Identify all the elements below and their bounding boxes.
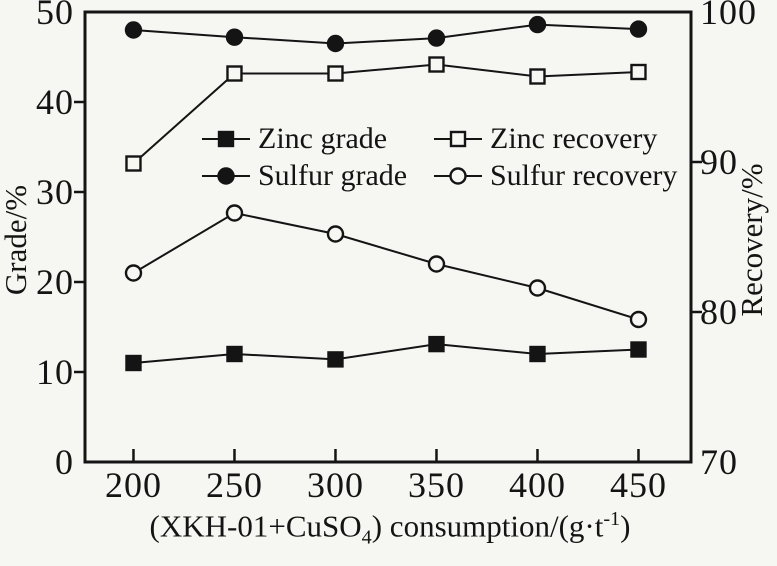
sulfur-recovery-line xyxy=(132,211,639,321)
zinc-recovery-point-marker xyxy=(529,68,546,85)
zinc-recovery-point-marker xyxy=(428,56,445,73)
right-tick-label: 80 xyxy=(700,292,738,332)
left-tick-label: 10 xyxy=(36,352,74,392)
sulfur-grade-legend-marker-icon xyxy=(202,166,250,185)
legend: Zinc grade Zinc recovery Sulfur grade Sulfu… xyxy=(202,120,677,194)
legend-item-zinc-recovery: Zinc recovery xyxy=(434,120,677,157)
sulfur-grade-line xyxy=(133,23,639,45)
legend-label: Sulfur grade xyxy=(258,159,408,192)
sulfur-grade-point-marker xyxy=(427,29,446,47)
zinc-grade-legend-marker xyxy=(217,130,235,147)
x-tick-label: 300 xyxy=(307,465,364,505)
zinc-grade-point-marker xyxy=(630,341,647,358)
sulfur-recovery-point-marker xyxy=(629,310,648,329)
x-tick-label: 450 xyxy=(610,465,667,505)
zinc-grade-line xyxy=(133,343,639,364)
zinc-recovery-legend-marker-icon xyxy=(434,130,482,147)
x-axis-title: (XKH-01+CuSO4) consumption/(g·t-1) xyxy=(0,508,777,550)
right-tick-label: 100 xyxy=(700,0,757,32)
sulfur-recovery-point-marker xyxy=(124,264,143,282)
legend-item-sulfur-grade: Sulfur grade xyxy=(202,157,434,194)
zinc-grade-point-marker xyxy=(226,345,243,363)
sulfur-grade-legend-marker xyxy=(217,166,235,185)
zinc-recovery-markers xyxy=(125,56,647,172)
zinc-grade-markers xyxy=(125,335,647,372)
legend-item-sulfur-recovery: Sulfur recovery xyxy=(434,157,677,194)
zinc-recovery-point-marker xyxy=(125,155,142,172)
right-axis-title-text: Recovery/% xyxy=(734,163,769,317)
left-tick-label: 20 xyxy=(36,262,74,302)
zinc-grade-point-marker xyxy=(428,335,445,353)
sulfur-recovery-markers xyxy=(124,204,648,329)
left-tick-label: 30 xyxy=(36,172,74,212)
x-tick-label: 400 xyxy=(509,465,566,505)
x-tick-label: 200 xyxy=(105,465,162,505)
x-axis-title-subscript: 4 xyxy=(361,526,372,549)
left-axis-title-text: Grade/% xyxy=(0,184,33,296)
zinc-grade-point-marker xyxy=(327,351,344,368)
zinc-recovery-point-marker xyxy=(630,63,647,81)
x-axis-title-superscript: -1 xyxy=(603,508,621,530)
left-tick-label: 0 xyxy=(55,442,74,482)
left-axis-title: Grade/% xyxy=(0,120,34,360)
plot-frame xyxy=(83,10,693,464)
sulfur-recovery-legend-marker-icon xyxy=(434,166,482,185)
sulfur-grade-point-marker xyxy=(528,15,547,34)
legend-label: Zinc grade xyxy=(258,122,388,155)
legend-item-zinc-grade: Zinc grade xyxy=(202,120,434,157)
legend-label: Zinc recovery xyxy=(490,122,658,155)
left-tick-label: 50 xyxy=(36,0,74,32)
zinc-recovery-point-marker xyxy=(226,65,243,82)
x-tick-label: 350 xyxy=(408,465,465,505)
sulfur-grade-point-marker xyxy=(629,20,648,38)
x-axis-title-mid: ) consumption/(g·t xyxy=(371,508,604,544)
sulfur-grade-point-marker xyxy=(225,28,244,46)
sulfur-grade-point-marker xyxy=(124,21,143,39)
sulfur-recovery-legend-marker xyxy=(449,166,467,185)
zinc-recovery-point-marker xyxy=(327,65,344,82)
x-tick-label: 250 xyxy=(206,465,263,505)
legend-label: Sulfur recovery xyxy=(490,159,678,192)
right-tick-label: 70 xyxy=(700,442,738,482)
right-axis-title: Recovery/% xyxy=(734,120,770,360)
zinc-grade-point-marker xyxy=(125,354,142,372)
zinc-recovery-line xyxy=(132,63,639,165)
sulfur-grade-markers xyxy=(124,15,648,53)
right-tick-label: 90 xyxy=(700,142,738,182)
left-tick-label: 40 xyxy=(36,82,74,122)
sulfur-recovery-point-marker xyxy=(326,225,345,243)
sulfur-grade-point-marker xyxy=(326,34,345,53)
x-axis-title-post: ) xyxy=(620,508,631,544)
sulfur-recovery-point-marker xyxy=(225,204,244,222)
x-axis-title-pre: (XKH-01+CuSO xyxy=(149,508,362,544)
zinc-grade-legend-marker-icon xyxy=(202,130,250,147)
sulfur-recovery-point-marker xyxy=(427,255,446,273)
zinc-recovery-legend-marker xyxy=(449,130,467,147)
sulfur-recovery-point-marker xyxy=(528,279,547,297)
zinc-grade-point-marker xyxy=(529,345,546,363)
